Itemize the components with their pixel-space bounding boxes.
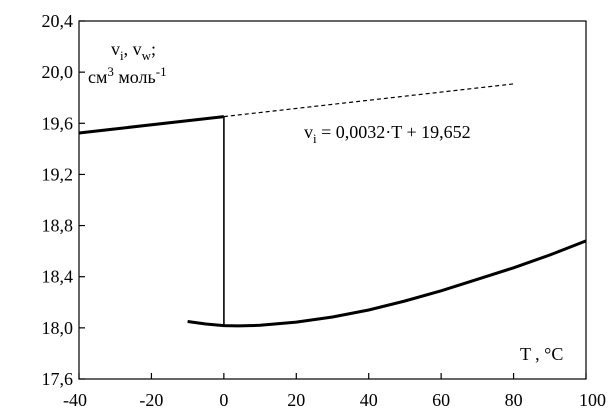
x-tick-label: -20 [139, 390, 163, 410]
series-line-dashed [223, 83, 514, 118]
y-axis-label-line1: vi, vw; [111, 39, 156, 63]
x-tick-label: 20 [287, 390, 305, 410]
series-layer [78, 83, 587, 328]
y-axis-ticks: 17,6 18,0 18,4 18,8 19,2 19,6 20,0 20,4 [42, 11, 85, 389]
x-tick-label: -40 [63, 390, 87, 410]
x-tick-label: 100 [579, 390, 606, 410]
y-axis-label-line2: см3 моль-1 [88, 64, 167, 87]
regression-equation: vi = 0,0032·T + 19,652 [304, 122, 471, 146]
y-tick-label: 19,2 [42, 164, 74, 184]
y-tick-label: 18,8 [42, 216, 74, 236]
x-tick-label: 60 [432, 390, 450, 410]
plot-frame [78, 20, 587, 380]
x-tick-label: 0 [219, 390, 228, 410]
y-tick-label: 18,4 [42, 267, 74, 287]
x-tick-label: 80 [505, 390, 523, 410]
y-tick-label: 19,6 [42, 113, 74, 133]
y-tick-label: 18,0 [42, 318, 74, 338]
y-tick-label: 17,6 [42, 369, 74, 389]
x-axis-label: T , °C [520, 344, 563, 364]
y-tick-label: 20,4 [42, 11, 74, 31]
x-tick-label: 40 [360, 390, 378, 410]
series-line-thick [187, 239, 587, 328]
series-line-thick [78, 115, 225, 135]
plot-border [78, 20, 587, 380]
y-tick-label: 20,0 [42, 62, 74, 82]
x-axis-ticks: -40 -20 0 20 40 60 80 100 [63, 373, 606, 410]
